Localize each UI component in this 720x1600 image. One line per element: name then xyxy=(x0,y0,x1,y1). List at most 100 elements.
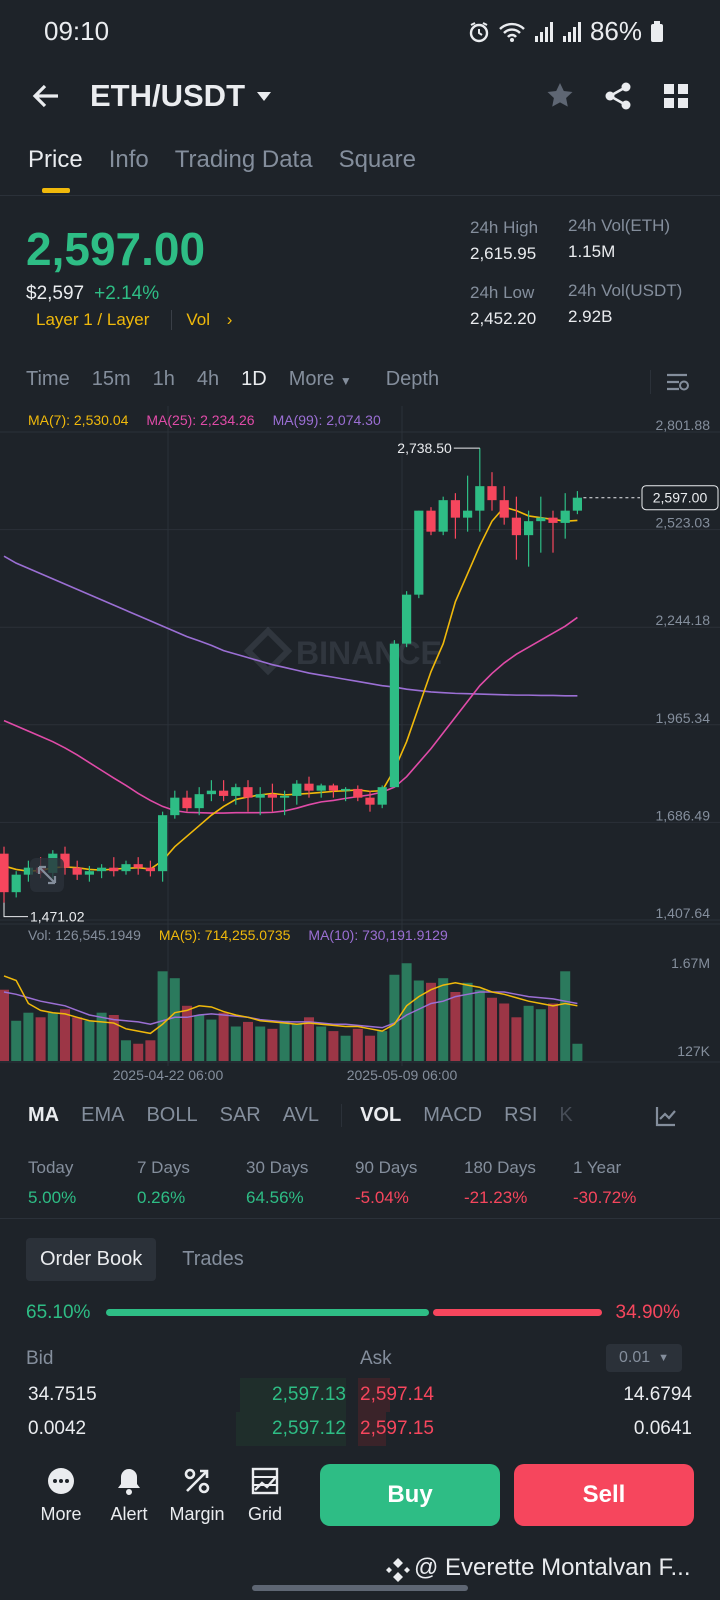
margin-button[interactable]: Margin xyxy=(162,1466,232,1525)
more-button[interactable]: More xyxy=(26,1466,96,1525)
signal-icon xyxy=(534,21,553,42)
tab-info[interactable]: Info xyxy=(108,146,149,173)
candle-body xyxy=(194,794,204,809)
volume-bar xyxy=(218,1012,229,1061)
tab-order-book[interactable]: Order Book xyxy=(26,1238,157,1281)
indicator-settings-icon[interactable] xyxy=(654,1104,678,1128)
ma99-legend: MA(99): 2,074.30 xyxy=(272,412,381,428)
volume-bar xyxy=(279,1020,290,1061)
volume-bar xyxy=(328,1031,339,1061)
sell-button[interactable]: Sell xyxy=(514,1464,694,1526)
tf-time[interactable]: Time xyxy=(26,368,70,390)
volume-bar xyxy=(35,1017,46,1061)
candle-body xyxy=(304,783,314,791)
ma99-line xyxy=(3,555,578,697)
volume-bar xyxy=(133,1043,144,1061)
volume-bar xyxy=(560,971,571,1061)
precision-selector[interactable]: 0.01 ▼ xyxy=(606,1344,682,1372)
candle-body xyxy=(560,510,570,523)
stat-24h-vol-usdt: 24h Vol(USDT) 2.92B xyxy=(568,281,682,327)
ma25-line xyxy=(3,616,578,814)
volume-axis-label: 127K xyxy=(677,1043,710,1059)
ind-ema[interactable]: EMA xyxy=(81,1104,125,1126)
battery-percent: 86% xyxy=(589,16,642,46)
stat-label: 24h Vol(ETH) xyxy=(568,216,671,235)
category-tag[interactable]: Layer 1 / Layer xyxy=(36,310,150,329)
candle-body xyxy=(280,795,290,798)
volume-bar xyxy=(438,978,449,1061)
candle-body xyxy=(23,867,33,875)
tf-more[interactable]: More ▼ xyxy=(289,368,352,391)
perf-value: -5.04% xyxy=(355,1188,409,1207)
price-axis-label: 2,244.18 xyxy=(656,612,711,628)
back-arrow-icon[interactable] xyxy=(28,78,64,114)
ind-vol[interactable]: VOL xyxy=(341,1104,401,1127)
tf-depth[interactable]: Depth xyxy=(385,368,440,390)
volume-bar xyxy=(413,980,424,1061)
binance-logo-icon xyxy=(384,1556,412,1589)
ind-k[interactable]: K xyxy=(559,1104,573,1126)
tab-trading-data[interactable]: Trading Data xyxy=(174,146,313,173)
orderbook-row[interactable]: 34.7515 2,597.13 2,597.14 14.6794 xyxy=(0,1378,720,1412)
chart-settings-icon[interactable] xyxy=(664,370,690,394)
ind-macd[interactable]: MACD xyxy=(423,1104,483,1126)
favorite-star-icon[interactable] xyxy=(544,80,576,112)
pair-selector[interactable]: ETH/USDT xyxy=(90,78,273,114)
ma7-line xyxy=(3,506,578,872)
volume-bar xyxy=(511,1017,522,1061)
price-axis-label: 1,965.34 xyxy=(656,710,711,726)
volume-bar xyxy=(572,1043,583,1061)
volume-bar xyxy=(72,1017,83,1061)
ma25-legend: MA(25): 2,234.26 xyxy=(146,412,255,428)
status-time: 09:10 xyxy=(44,16,110,46)
tf-15m[interactable]: 15m xyxy=(91,368,131,390)
grid-menu-icon[interactable] xyxy=(660,80,692,112)
buy-button[interactable]: Buy xyxy=(320,1464,500,1526)
orderbook-row[interactable]: 0.0042 2,597.12 2,597.15 0.0641 xyxy=(0,1412,720,1446)
candle-body xyxy=(84,871,94,875)
stat-label: 24h Low xyxy=(470,283,535,302)
perf-label: 30 Days xyxy=(246,1158,309,1177)
candle-body xyxy=(170,797,180,816)
perf-1y: 1 Year -30.72% xyxy=(573,1158,682,1208)
volume-bar xyxy=(11,1020,22,1061)
alert-button[interactable]: Alert xyxy=(94,1466,164,1525)
perf-value: -21.23% xyxy=(464,1188,528,1207)
expand-chart-icon xyxy=(30,858,64,892)
perf-label: 180 Days xyxy=(464,1158,536,1177)
volume-bar xyxy=(108,1015,119,1061)
ind-rsi[interactable]: RSI xyxy=(504,1104,538,1126)
tf-4h[interactable]: 4h xyxy=(196,368,220,390)
tab-price[interactable]: Price xyxy=(28,146,83,193)
ind-avl[interactable]: AVL xyxy=(282,1104,320,1126)
ind-ma[interactable]: MA xyxy=(28,1104,60,1126)
share-icon[interactable] xyxy=(602,80,634,112)
tab-square[interactable]: Square xyxy=(338,146,416,173)
stat-value: 2.92B xyxy=(568,307,613,326)
volume-bar xyxy=(474,989,485,1061)
bid-qty: 34.7515 xyxy=(28,1384,97,1405)
grid-button[interactable]: Grid xyxy=(230,1466,300,1525)
tf-more-label: More xyxy=(288,368,335,390)
tf-1h[interactable]: 1h xyxy=(152,368,175,390)
ma7-legend: MA(7): 2,530.04 xyxy=(28,412,129,428)
ind-sar[interactable]: SAR xyxy=(219,1104,261,1126)
stat-24h-high: 24h High 2,615.95 xyxy=(470,218,538,264)
timeframe-selector: Time 15m 1h 4h 1D More ▼ Depth xyxy=(26,368,439,391)
candle-body xyxy=(158,815,168,872)
alert-label: Alert xyxy=(110,1504,148,1524)
perf-label: Today xyxy=(28,1158,74,1177)
volume-bar xyxy=(487,997,497,1061)
perf-value: 5.00% xyxy=(28,1188,77,1207)
ask-depth-bar xyxy=(358,1412,386,1446)
ind-boll[interactable]: BOLL xyxy=(146,1104,198,1126)
vol-tag[interactable]: Vol › xyxy=(171,310,232,330)
tab-trades[interactable]: Trades xyxy=(182,1248,244,1270)
candle-body xyxy=(475,486,485,511)
svg-text:BINANCE: BINANCE xyxy=(296,635,442,671)
tf-1d[interactable]: 1D xyxy=(241,368,267,390)
price-chart[interactable]: BINANCE 2,801.88 2,523.03 2,244.18 1,965.34… xyxy=(0,406,720,1086)
volume-bar xyxy=(389,974,400,1061)
candle-body xyxy=(426,510,436,532)
vol-ma10-legend: MA(10): 730,191.9129 xyxy=(308,927,448,943)
